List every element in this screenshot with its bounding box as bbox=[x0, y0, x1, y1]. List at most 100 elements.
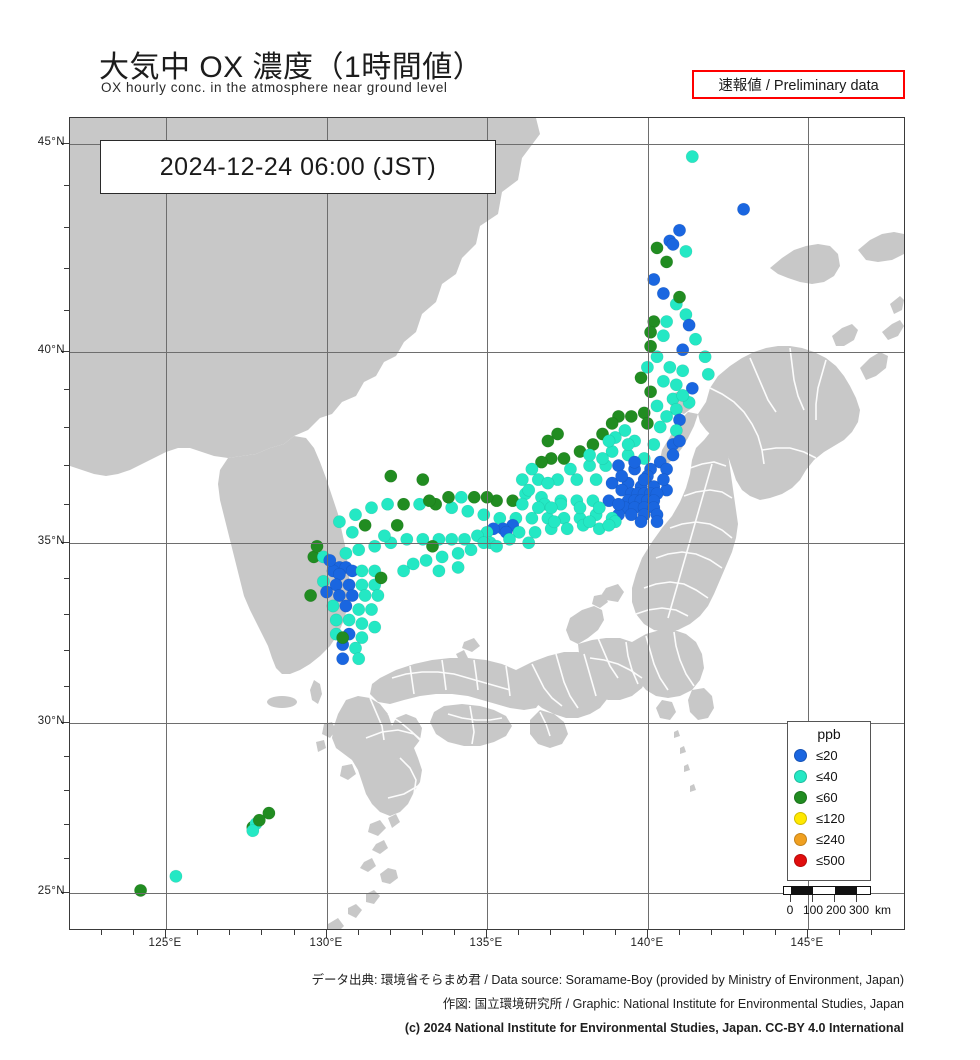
station-point bbox=[377, 529, 391, 543]
station-point bbox=[332, 515, 346, 529]
station-point bbox=[676, 388, 690, 402]
station-point bbox=[358, 518, 372, 532]
station-point bbox=[348, 508, 362, 522]
station-point bbox=[352, 602, 366, 616]
station-point bbox=[618, 423, 632, 437]
station-point bbox=[329, 613, 343, 627]
station-point bbox=[644, 385, 658, 399]
preliminary-data-badge: 速報値 / Preliminary data bbox=[692, 70, 905, 99]
tick-label-lat-35: 35°N bbox=[37, 535, 65, 547]
station-point bbox=[364, 602, 378, 616]
station-point bbox=[656, 329, 670, 343]
station-point bbox=[624, 508, 638, 522]
station-point bbox=[650, 515, 664, 529]
legend-title: ppb bbox=[817, 726, 841, 742]
station-point bbox=[653, 420, 667, 434]
map-plot-area[interactable] bbox=[69, 117, 905, 930]
station-point bbox=[416, 532, 430, 546]
footer-copyright: (c) 2024 National Institute for Environm… bbox=[404, 1021, 904, 1035]
legend: ppb ≤20 ≤40 ≤60 ≤120 ≤240 ≤500 bbox=[787, 721, 871, 881]
scale-unit-label: km bbox=[875, 903, 891, 917]
legend-label-0: ≤20 bbox=[816, 748, 838, 763]
station-point bbox=[634, 515, 648, 529]
station-point bbox=[336, 652, 350, 666]
station-point bbox=[371, 588, 385, 602]
station-point bbox=[332, 588, 346, 602]
station-point bbox=[374, 571, 388, 585]
gridline-lon-140 bbox=[648, 118, 649, 929]
scale-bar-track bbox=[783, 886, 871, 895]
station-point bbox=[583, 515, 597, 529]
station-point bbox=[676, 364, 690, 378]
station-point bbox=[701, 367, 715, 381]
station-point bbox=[557, 451, 571, 465]
station-point bbox=[358, 588, 372, 602]
station-point bbox=[502, 532, 516, 546]
station-point bbox=[605, 476, 619, 490]
tick-label-lat-45: 45°N bbox=[37, 136, 65, 148]
station-point bbox=[480, 490, 494, 504]
station-point bbox=[611, 497, 625, 511]
gridline-lat-40 bbox=[70, 352, 904, 353]
station-point bbox=[525, 462, 539, 476]
station-point bbox=[435, 550, 449, 564]
station-point bbox=[304, 588, 318, 602]
station-point bbox=[560, 522, 574, 536]
station-point bbox=[262, 806, 276, 820]
station-point bbox=[432, 564, 446, 578]
station-point bbox=[544, 501, 558, 515]
station-point bbox=[592, 501, 606, 515]
station-point bbox=[397, 497, 411, 511]
tick-label-lon-130: 130°E bbox=[309, 937, 343, 949]
station-point bbox=[352, 543, 366, 557]
station-point bbox=[451, 560, 465, 574]
station-point bbox=[698, 350, 712, 364]
station-point bbox=[615, 469, 629, 483]
station-point bbox=[647, 273, 661, 287]
station-point bbox=[464, 543, 478, 557]
legend-item-1: ≤40 bbox=[788, 766, 870, 787]
tick-label-lat-25: 25°N bbox=[37, 885, 65, 897]
station-point bbox=[528, 525, 542, 539]
station-point bbox=[355, 564, 369, 578]
gridline-lat-35 bbox=[70, 543, 904, 544]
station-point bbox=[634, 371, 648, 385]
scale-bar: 0 100 200 300 km bbox=[783, 886, 903, 926]
station-point bbox=[326, 599, 340, 613]
station-point bbox=[384, 469, 398, 483]
station-point bbox=[342, 613, 356, 627]
data-points-layer bbox=[134, 150, 751, 897]
station-point bbox=[336, 631, 350, 645]
timestamp-box: 2024-12-24 06:00 (JST) bbox=[100, 140, 496, 194]
scale-tick-300: 300 bbox=[848, 903, 870, 917]
footer-graphic-credit: 作図: 国立環境研究所 / Graphic: National Institut… bbox=[442, 997, 904, 1011]
station-point bbox=[425, 539, 439, 553]
station-point bbox=[355, 617, 369, 631]
station-point bbox=[368, 539, 382, 553]
page-subtitle: OX hourly conc. in the atmosphere near g… bbox=[101, 80, 448, 95]
legend-swatch-4 bbox=[794, 833, 807, 846]
station-point bbox=[490, 539, 504, 553]
legend-swatch-5 bbox=[794, 854, 807, 867]
station-point bbox=[477, 536, 491, 550]
station-point bbox=[246, 824, 260, 838]
scale-bar-segment-1 bbox=[791, 887, 813, 894]
legend-label-5: ≤500 bbox=[816, 853, 845, 868]
gridline-lon-130 bbox=[327, 118, 328, 929]
landmass-layer bbox=[70, 118, 904, 929]
station-point bbox=[647, 437, 661, 451]
tick-label-lon-140: 140°E bbox=[630, 937, 664, 949]
station-point bbox=[685, 381, 699, 395]
station-point bbox=[672, 434, 686, 448]
station-point bbox=[663, 360, 677, 374]
station-point bbox=[134, 883, 148, 897]
scale-tick-0: 0 bbox=[786, 903, 794, 917]
station-point bbox=[685, 150, 699, 164]
station-point bbox=[583, 448, 597, 462]
station-point bbox=[666, 448, 680, 462]
station-point bbox=[419, 553, 433, 567]
station-point bbox=[467, 490, 481, 504]
station-point bbox=[416, 473, 430, 487]
station-point bbox=[669, 378, 683, 392]
